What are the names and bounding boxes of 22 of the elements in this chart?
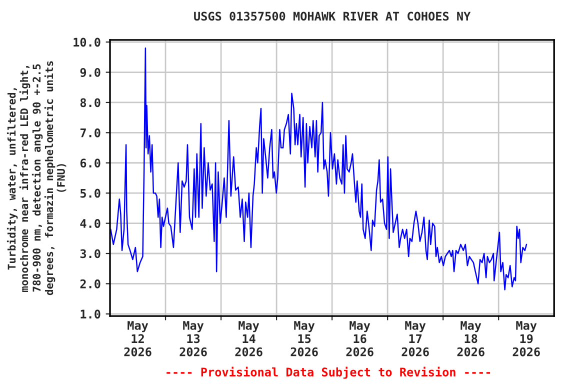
x-tick-label: May 16 2026 <box>346 321 374 356</box>
y-tick-label: 4.0 <box>80 219 100 228</box>
y-tick-label: 8.0 <box>80 98 100 108</box>
y-tick-label: 5.0 <box>80 188 100 198</box>
y-tick-label: 10.0 <box>74 38 100 47</box>
x-tick-label: May 17 2026 <box>402 321 429 356</box>
x-tick-label: May 14 2026 <box>235 321 262 356</box>
y-tick-label: 3.0 <box>80 249 100 258</box>
x-tick-label: May 15 2026 <box>290 321 318 356</box>
y-tick-label: 6.0 <box>80 158 100 168</box>
x-tick-label: May 12 2026 <box>124 321 152 356</box>
y-axis-title: Turbidity, water, unfiltered, monochrome near infra-red LED light, 780-900 nm, detection angle 90 +-2.5 degrees, formazin nephelometric units (FNU) <box>6 61 66 296</box>
y-tick-label: 9.0 <box>80 68 100 77</box>
x-tick-label: May 18 2026 <box>457 321 484 356</box>
x-tick-label: May 19 2026 <box>512 321 540 356</box>
chart-title: USGS 01357500 MOHAWK RIVER AT COHOES NY <box>194 12 471 21</box>
line-series <box>110 47 528 290</box>
y-tick-label: 7.0 <box>80 128 100 138</box>
y-tick-label: 2.0 <box>80 279 100 288</box>
x-tick-label: May 13 2026 <box>180 321 207 356</box>
y-tick-label: 1.0 <box>80 310 100 319</box>
text: ---- Provisional Data Subject to Revision ---- <box>166 366 490 379</box>
